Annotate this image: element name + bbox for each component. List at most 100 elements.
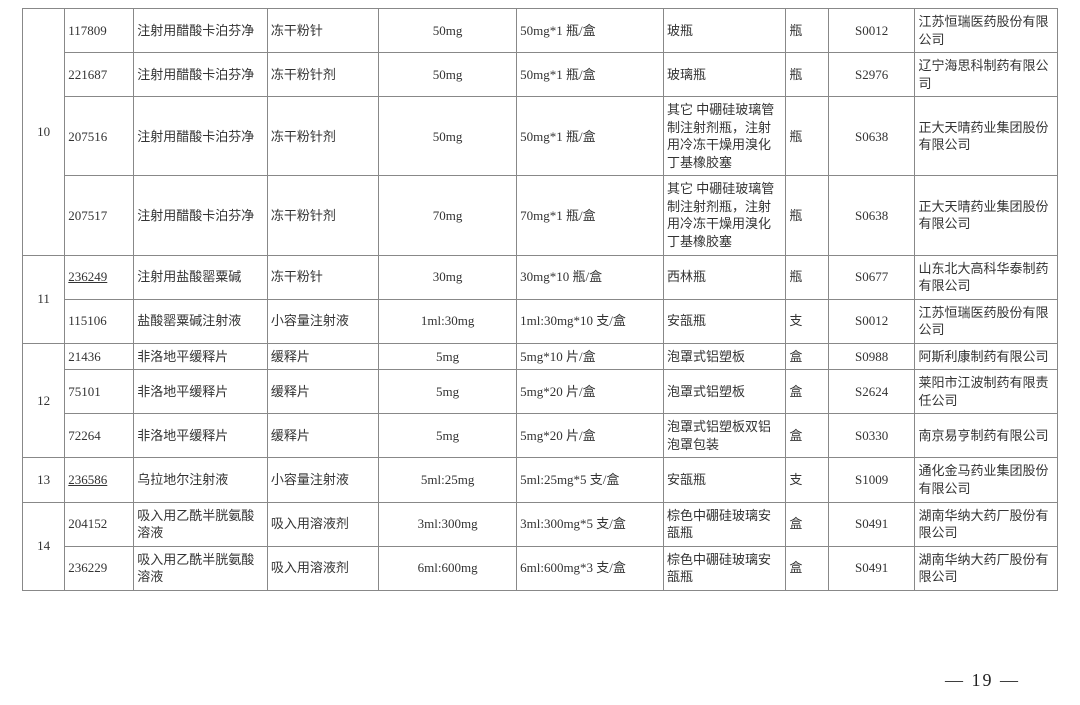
manufacturer: 湖南华纳大药厂股份有限公司 xyxy=(915,502,1058,546)
unit: 盒 xyxy=(786,414,828,458)
drug-id: 75101 xyxy=(65,370,134,414)
drug-name: 注射用醋酸卡泊芬净 xyxy=(134,97,268,176)
drug-id: 207517 xyxy=(65,176,134,255)
packaging: 3ml:300mg*5 支/盒 xyxy=(517,502,664,546)
code: S2976 xyxy=(828,53,915,97)
manufacturer: 江苏恒瑞医药股份有限公司 xyxy=(915,9,1058,53)
table-row: 115106盐酸罂粟碱注射液小容量注射液1ml:30mg1ml:30mg*10 … xyxy=(23,299,1058,343)
table-row: 236229吸入用乙酰半胱氨酸溶液吸入用溶液剂6ml:600mg6ml:600m… xyxy=(23,546,1058,590)
manufacturer: 阿斯利康制药有限公司 xyxy=(915,343,1058,370)
table-row: 221687注射用醋酸卡泊芬净冻干粉针剂50mg50mg*1 瓶/盒玻璃瓶瓶S2… xyxy=(23,53,1058,97)
table-row: 207517注射用醋酸卡泊芬净冻干粉针剂70mg70mg*1 瓶/盒其它 中硼硅… xyxy=(23,176,1058,255)
drug-id: 207516 xyxy=(65,97,134,176)
specification: 5ml:25mg xyxy=(379,458,517,502)
drug-id: 204152 xyxy=(65,502,134,546)
group-index: 11 xyxy=(23,255,65,343)
code: S0988 xyxy=(828,343,915,370)
table-row: 13236586乌拉地尔注射液小容量注射液5ml:25mg5ml:25mg*5 … xyxy=(23,458,1058,502)
packaging: 50mg*1 瓶/盒 xyxy=(517,9,664,53)
group-index: 10 xyxy=(23,9,65,256)
specification: 50mg xyxy=(379,53,517,97)
table-row: 207516注射用醋酸卡泊芬净冻干粉针剂50mg50mg*1 瓶/盒其它 中硼硅… xyxy=(23,97,1058,176)
specification: 50mg xyxy=(379,97,517,176)
manufacturer: 正大天晴药业集团股份有限公司 xyxy=(915,97,1058,176)
manufacturer: 莱阳市江波制药有限责任公司 xyxy=(915,370,1058,414)
dosage-form: 小容量注射液 xyxy=(267,458,378,502)
group-index: 14 xyxy=(23,502,65,590)
code: S0638 xyxy=(828,176,915,255)
drug-id: 117809 xyxy=(65,9,134,53)
dosage-form: 缓释片 xyxy=(267,414,378,458)
material: 安瓿瓶 xyxy=(664,299,786,343)
code: S0012 xyxy=(828,9,915,53)
drug-name: 乌拉地尔注射液 xyxy=(134,458,268,502)
drug-name: 注射用醋酸卡泊芬净 xyxy=(134,53,268,97)
drug-id: 236229 xyxy=(65,546,134,590)
specification: 5mg xyxy=(379,343,517,370)
unit: 瓶 xyxy=(786,97,828,176)
packaging: 50mg*1 瓶/盒 xyxy=(517,97,664,176)
code: S0330 xyxy=(828,414,915,458)
dosage-form: 冻干粉针剂 xyxy=(267,97,378,176)
group-index: 12 xyxy=(23,343,65,458)
unit: 盒 xyxy=(786,370,828,414)
specification: 1ml:30mg xyxy=(379,299,517,343)
dosage-form: 冻干粉针 xyxy=(267,9,378,53)
dosage-form: 小容量注射液 xyxy=(267,299,378,343)
drug-name: 吸入用乙酰半胱氨酸溶液 xyxy=(134,546,268,590)
specification: 5mg xyxy=(379,370,517,414)
group-index: 13 xyxy=(23,458,65,502)
code: S0638 xyxy=(828,97,915,176)
unit: 支 xyxy=(786,299,828,343)
dosage-form: 吸入用溶液剂 xyxy=(267,546,378,590)
material: 其它 中硼硅玻璃管制注射剂瓶，注射用冷冻干燥用溴化丁基橡胶塞 xyxy=(664,97,786,176)
material: 泡罩式铝塑板 xyxy=(664,343,786,370)
unit: 瓶 xyxy=(786,255,828,299)
table-row: 75101非洛地平缓释片缓释片5mg5mg*20 片/盒泡罩式铝塑板盒S2624… xyxy=(23,370,1058,414)
code: S0677 xyxy=(828,255,915,299)
dosage-form: 冻干粉针剂 xyxy=(267,176,378,255)
drug-name: 注射用醋酸卡泊芬净 xyxy=(134,176,268,255)
table-body: 10117809注射用醋酸卡泊芬净冻干粉针50mg50mg*1 瓶/盒玻瓶瓶S0… xyxy=(23,9,1058,591)
unit: 盒 xyxy=(786,343,828,370)
drug-id: 236586 xyxy=(65,458,134,502)
packaging: 5mg*10 片/盒 xyxy=(517,343,664,370)
manufacturer: 山东北大高科华泰制药有限公司 xyxy=(915,255,1058,299)
specification: 50mg xyxy=(379,9,517,53)
code: S0491 xyxy=(828,546,915,590)
drug-id: 21436 xyxy=(65,343,134,370)
drug-name: 非洛地平缓释片 xyxy=(134,414,268,458)
material: 玻璃瓶 xyxy=(664,53,786,97)
packaging: 1ml:30mg*10 支/盒 xyxy=(517,299,664,343)
drug-id: 115106 xyxy=(65,299,134,343)
manufacturer: 通化金马药业集团股份有限公司 xyxy=(915,458,1058,502)
drug-table: 10117809注射用醋酸卡泊芬净冻干粉针50mg50mg*1 瓶/盒玻瓶瓶S0… xyxy=(22,8,1058,591)
table-row: 10117809注射用醋酸卡泊芬净冻干粉针50mg50mg*1 瓶/盒玻瓶瓶S0… xyxy=(23,9,1058,53)
document-page: 10117809注射用醋酸卡泊芬净冻干粉针50mg50mg*1 瓶/盒玻瓶瓶S0… xyxy=(0,0,1080,705)
manufacturer: 湖南华纳大药厂股份有限公司 xyxy=(915,546,1058,590)
specification: 3ml:300mg xyxy=(379,502,517,546)
page-number: — 19 — xyxy=(945,670,1020,691)
material: 安瓿瓶 xyxy=(664,458,786,502)
drug-name: 吸入用乙酰半胱氨酸溶液 xyxy=(134,502,268,546)
code: S0012 xyxy=(828,299,915,343)
manufacturer: 正大天晴药业集团股份有限公司 xyxy=(915,176,1058,255)
drug-id: 221687 xyxy=(65,53,134,97)
code: S1009 xyxy=(828,458,915,502)
material: 棕色中硼硅玻璃安瓿瓶 xyxy=(664,546,786,590)
drug-name: 非洛地平缓释片 xyxy=(134,343,268,370)
table-row: 11236249注射用盐酸罂粟碱冻干粉针30mg30mg*10 瓶/盒西林瓶瓶S… xyxy=(23,255,1058,299)
drug-name: 注射用醋酸卡泊芬净 xyxy=(134,9,268,53)
code: S0491 xyxy=(828,502,915,546)
manufacturer: 南京易亨制药有限公司 xyxy=(915,414,1058,458)
manufacturer: 辽宁海思科制药有限公司 xyxy=(915,53,1058,97)
material: 泡罩式铝塑板双铝泡罩包装 xyxy=(664,414,786,458)
specification: 70mg xyxy=(379,176,517,255)
code: S2624 xyxy=(828,370,915,414)
dosage-form: 冻干粉针剂 xyxy=(267,53,378,97)
dosage-form: 缓释片 xyxy=(267,343,378,370)
specification: 5mg xyxy=(379,414,517,458)
material: 玻瓶 xyxy=(664,9,786,53)
material: 棕色中硼硅玻璃安瓿瓶 xyxy=(664,502,786,546)
unit: 盒 xyxy=(786,546,828,590)
